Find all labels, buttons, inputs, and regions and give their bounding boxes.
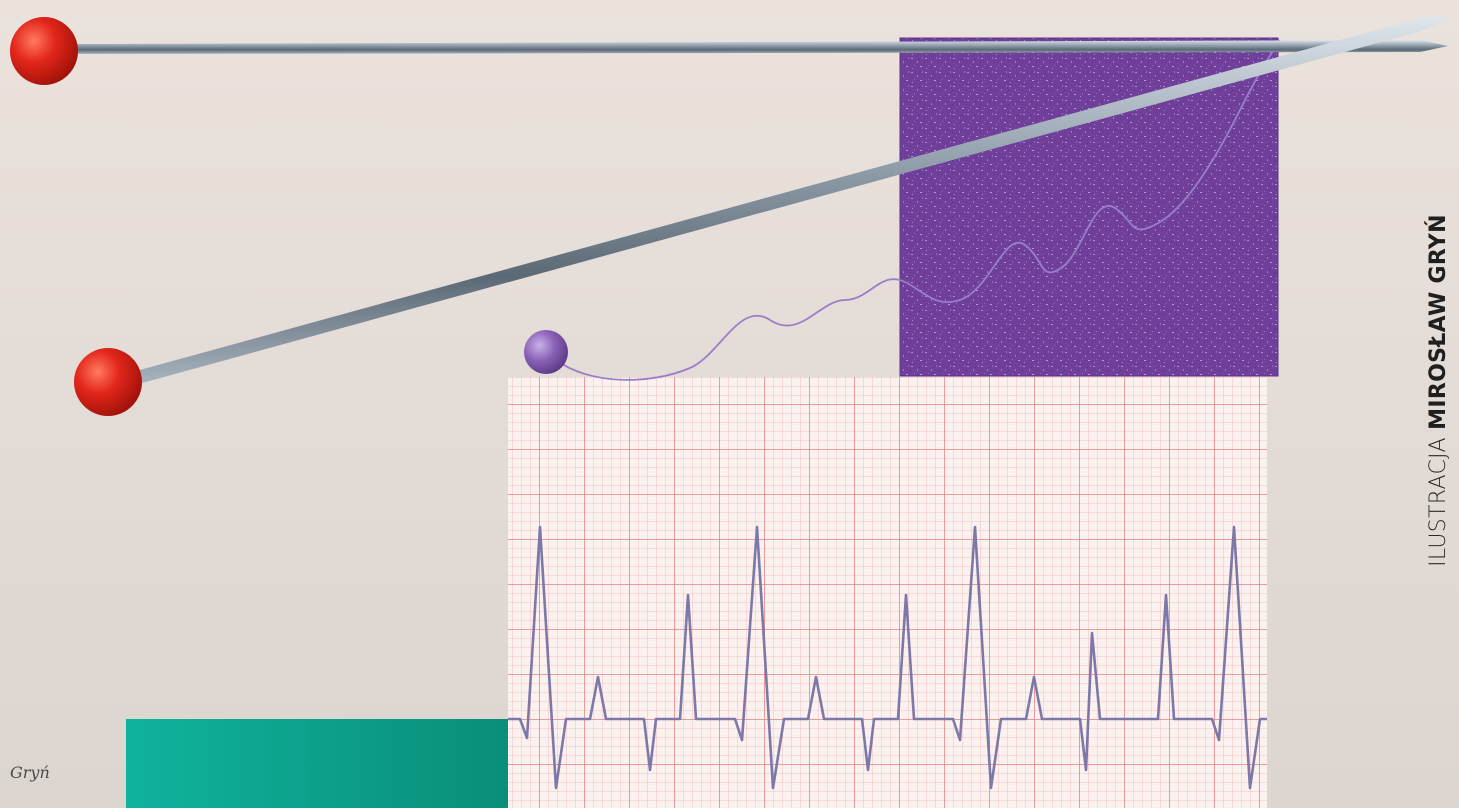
teal-block [126, 719, 508, 808]
yarn-ball-icon [524, 330, 568, 374]
artist-signature: Gryń [10, 763, 50, 782]
yarn-thread [555, 39, 1281, 381]
illustration-credit: ILUSTRACJA MIROSŁAW GRYŃ [1418, 110, 1458, 670]
credit-prefix: ILUSTRACJA [1425, 436, 1451, 567]
sewing-pin-icon [74, 16, 1455, 416]
credit-artist: MIROSŁAW GRYŃ [1425, 213, 1451, 430]
knitted-fabric [899, 37, 1279, 377]
sewing-pin-icon [10, 17, 1448, 85]
ecg-trace-icon [508, 525, 1267, 790]
ecg-paper [508, 377, 1267, 808]
